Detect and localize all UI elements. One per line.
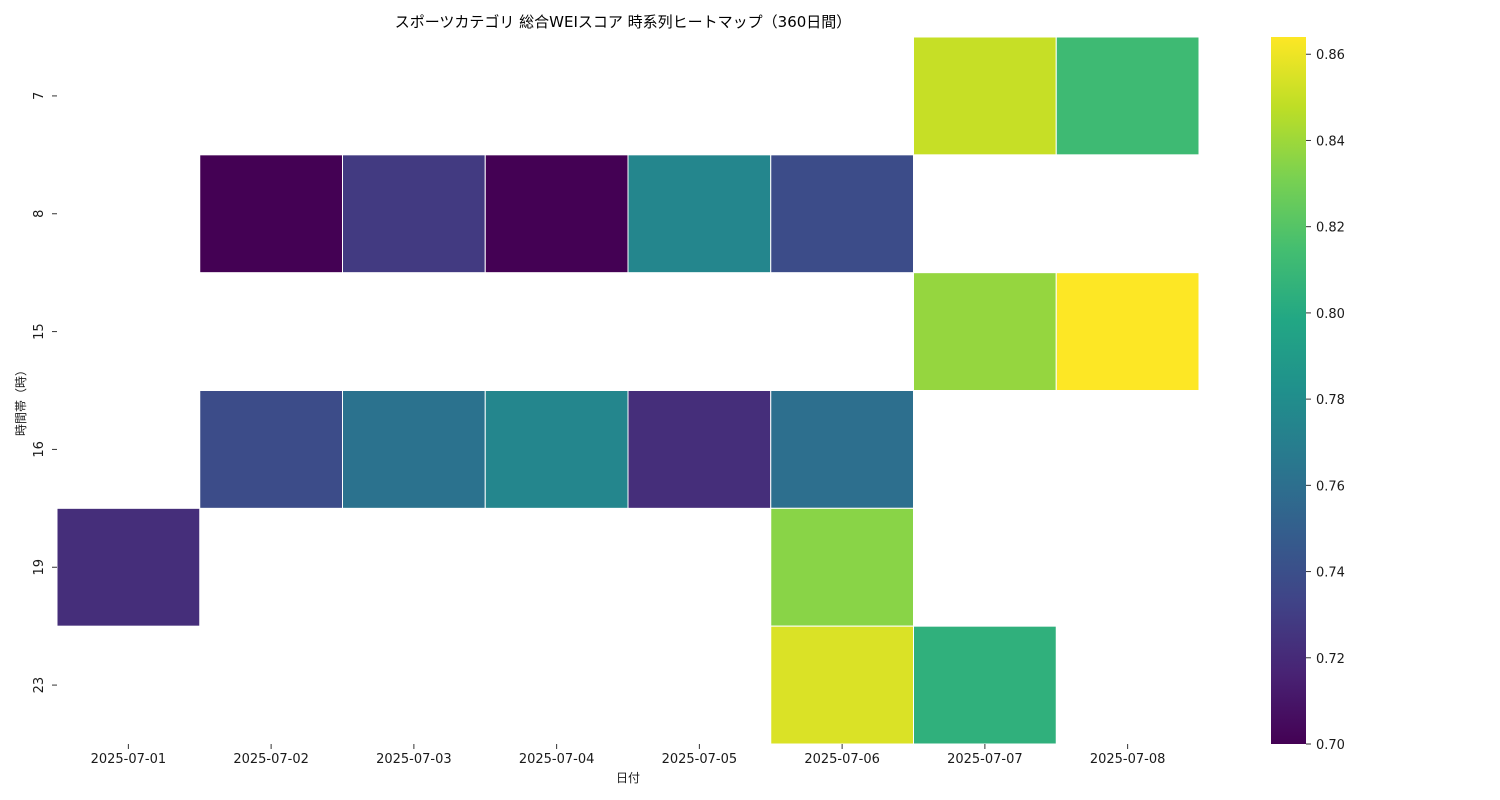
heatmap-cell [484, 154, 629, 274]
y-axis-label: 時間帯（時） [14, 364, 28, 436]
x-tick-label: 2025-07-07 [947, 752, 1023, 767]
heatmap-cell [770, 507, 914, 627]
heatmap-cell [342, 390, 486, 509]
y-tick-label: 8 [32, 210, 47, 218]
heatmap-cell [342, 154, 486, 274]
colorbar-tick-label: 0.78 [1316, 393, 1345, 408]
heatmap-cell [199, 390, 343, 509]
colorbar-tick-label: 0.84 [1316, 134, 1345, 149]
y-axis: 7 8 15 16 19 23 [32, 92, 57, 694]
y-tick-label: 23 [32, 677, 47, 694]
y-tick-label: 16 [32, 441, 47, 458]
x-tick-label: 2025-07-02 [233, 752, 309, 767]
heatmap-cell [1055, 272, 1200, 391]
heatmap-cell [913, 272, 1057, 391]
chart-title: スポーツカテゴリ 総合WEIスコア 時系列ヒートマップ（360日間） [395, 13, 852, 31]
colorbar-tick-label: 0.74 [1316, 566, 1345, 581]
x-tick-label: 2025-07-04 [519, 752, 595, 767]
heatmap-cell [56, 507, 201, 627]
heatmap-cell [770, 154, 914, 274]
heatmap-cell [1055, 36, 1200, 156]
x-tick-label: 2025-07-01 [91, 752, 167, 767]
x-axis: 2025-07-01 2025-07-02 2025-07-03 2025-07-04… [91, 744, 1166, 767]
heatmap-cell [770, 390, 914, 509]
heatmap-cell [770, 625, 914, 745]
y-tick-label: 19 [32, 559, 47, 576]
colorbar-tick-label: 0.86 [1316, 48, 1345, 63]
y-tick-label: 15 [32, 323, 47, 340]
heatmap-cell [484, 390, 629, 509]
heatmap-cell [913, 36, 1057, 156]
colorbar-tick-label: 0.76 [1316, 479, 1345, 494]
colorbar-tick-label: 0.80 [1316, 307, 1345, 322]
heatmap-cell [913, 625, 1057, 745]
colorbar: 0.70 0.72 0.74 0.76 0.78 0.80 0.82 0.84 0.86 [1271, 37, 1345, 753]
x-tick-label: 2025-07-03 [376, 752, 452, 767]
x-tick-label: 2025-07-06 [804, 752, 880, 767]
x-axis-label: 日付 [616, 771, 640, 785]
x-tick-label: 2025-07-05 [662, 752, 738, 767]
colorbar-tick-label: 0.70 [1316, 738, 1345, 753]
heatmap-cell [627, 154, 772, 274]
heatmap-cells [56, 36, 1200, 745]
colorbar-gradient [1271, 37, 1306, 744]
heatmap-cell [627, 390, 772, 509]
colorbar-tick-label: 0.72 [1316, 652, 1345, 667]
heatmap-cell [199, 154, 343, 274]
x-tick-label: 2025-07-08 [1090, 752, 1166, 767]
y-tick-label: 7 [32, 92, 47, 100]
colorbar-tick-label: 0.82 [1316, 221, 1345, 236]
